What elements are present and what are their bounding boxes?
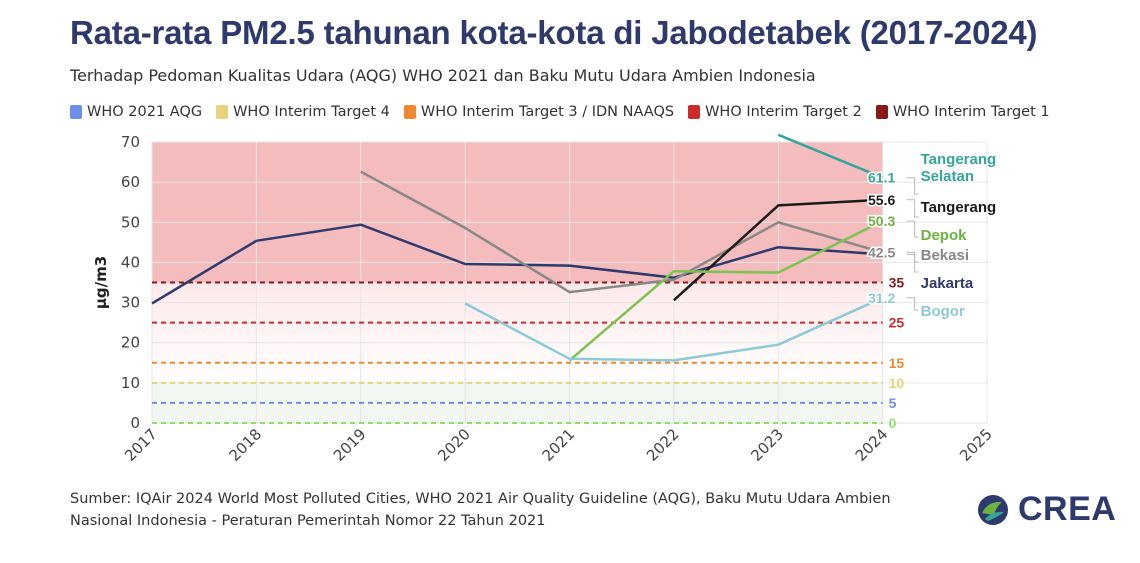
series-name-line: Tangerang	[921, 199, 997, 216]
crea-logo: CREA	[976, 490, 1116, 529]
y-tick-label: 20	[121, 334, 140, 352]
x-tick-label: 2021	[539, 425, 579, 465]
x-tick-label: 2022	[643, 425, 683, 465]
series-line-tangerang-selatan	[777, 133, 884, 179]
y-tick-label: 70	[121, 133, 140, 151]
crea-logo-text: CREA	[1018, 490, 1117, 528]
end-value-label: 61.1	[868, 170, 895, 186]
legend-label: WHO 2021 AQG	[87, 104, 203, 120]
series-name-line: Bogor	[921, 303, 965, 320]
band-it1-to-it4	[152, 282, 883, 383]
series-line-jakarta	[151, 223, 883, 305]
chart-title: Rata-rata PM2.5 tahunan kota-kota di Jab…	[70, 14, 1038, 51]
legend-label: WHO Interim Target 4	[233, 104, 390, 120]
x-tick-label: 2023	[747, 425, 787, 465]
y-tick-label: 30	[121, 294, 140, 312]
y-tick-label: 0	[130, 414, 140, 432]
legend-swatch	[403, 105, 416, 119]
x-tick-label: 2017	[121, 425, 161, 465]
legend-label: WHO Interim Target 3 / IDN NAAQS	[420, 104, 675, 120]
legend: WHO 2021 AQG WHO Interim Target 4 WHO In…	[70, 104, 1050, 120]
end-value-label: 50.3	[868, 213, 895, 229]
legend-item-it4[interactable]: WHO Interim Target 4	[216, 104, 390, 120]
legend-item-it3[interactable]: WHO Interim Target 3 / IDN NAAQS	[403, 104, 675, 120]
series-name-label: Bogor	[921, 303, 965, 320]
series-line-depok	[568, 219, 884, 362]
series-label-connector	[906, 253, 919, 273]
y-tick-label: 40	[121, 253, 140, 271]
threshold-label: 5	[889, 395, 897, 411]
legend-item-it1[interactable]: WHO Interim Target 1	[875, 104, 1050, 120]
series-line-tangerang	[673, 198, 883, 302]
series-name-line: Depok	[921, 227, 968, 244]
chart-subtitle: Terhadap Pedoman Kualitas Udara (AQG) WH…	[70, 66, 816, 85]
series-name-label: Bekasi	[921, 247, 969, 264]
legend-label: WHO Interim Target 1	[892, 104, 1050, 120]
legend-swatch	[688, 105, 701, 119]
y-tick-label: 10	[121, 374, 140, 392]
x-tick-label: 2024	[852, 425, 892, 465]
series-name-label: Tangerang	[921, 199, 997, 216]
legend-label: WHO Interim Target 2	[705, 104, 862, 120]
crea-logo-icon	[978, 494, 1008, 525]
series-label-connector	[906, 220, 919, 238]
series-label-connector	[906, 297, 919, 311]
source-note: Sumber: IQAir 2024 World Most Polluted C…	[70, 491, 891, 529]
series-name-line: Selatan	[921, 168, 974, 185]
y-tick-label: 50	[121, 213, 140, 231]
x-tick-label: 2020	[434, 425, 474, 465]
threshold-label: 35	[889, 275, 905, 291]
series-line-bekasi	[360, 170, 883, 294]
series-name-label: Jakarta	[921, 275, 974, 292]
y-axis-label: µg/m3	[92, 256, 110, 309]
end-value-label: 31.2	[868, 290, 895, 306]
threshold-label: 25	[889, 315, 905, 331]
x-tick-label: 2018	[225, 425, 265, 465]
series-label-connector	[906, 199, 919, 218]
series-label-connector	[906, 177, 919, 195]
legend-swatch	[216, 105, 229, 119]
line-chart: 0 5 10 15 25 35 0 10 20 30 40 50 60 70 µg/m3 2017 2018 20…	[92, 133, 997, 465]
legend-item-who-aqg[interactable]: WHO 2021 AQG	[70, 104, 202, 120]
end-value-label: 55.6	[868, 192, 895, 208]
legend-swatch	[70, 105, 82, 119]
x-tick-label: 2019	[330, 425, 370, 465]
series-line-bogor	[464, 296, 884, 362]
threshold-label: 10	[889, 375, 905, 391]
legend-swatch	[875, 105, 888, 119]
x-tick-label: 2025	[956, 425, 996, 465]
threshold-label: 15	[889, 355, 905, 371]
series-name-line: Tangerang	[921, 151, 997, 168]
legend-item-it2[interactable]: WHO Interim Target 2	[688, 104, 862, 120]
series-name-line: Jakarta	[921, 275, 974, 292]
end-value-label: 42.5	[868, 244, 895, 260]
threshold-label: 0	[889, 415, 897, 431]
series-name-line: Bekasi	[921, 247, 969, 264]
series-name-label: Depok	[921, 227, 968, 244]
y-tick-label: 60	[121, 173, 140, 191]
series-label-connector	[906, 251, 919, 263]
series-name-label: Tangerang Selatan	[921, 151, 997, 185]
